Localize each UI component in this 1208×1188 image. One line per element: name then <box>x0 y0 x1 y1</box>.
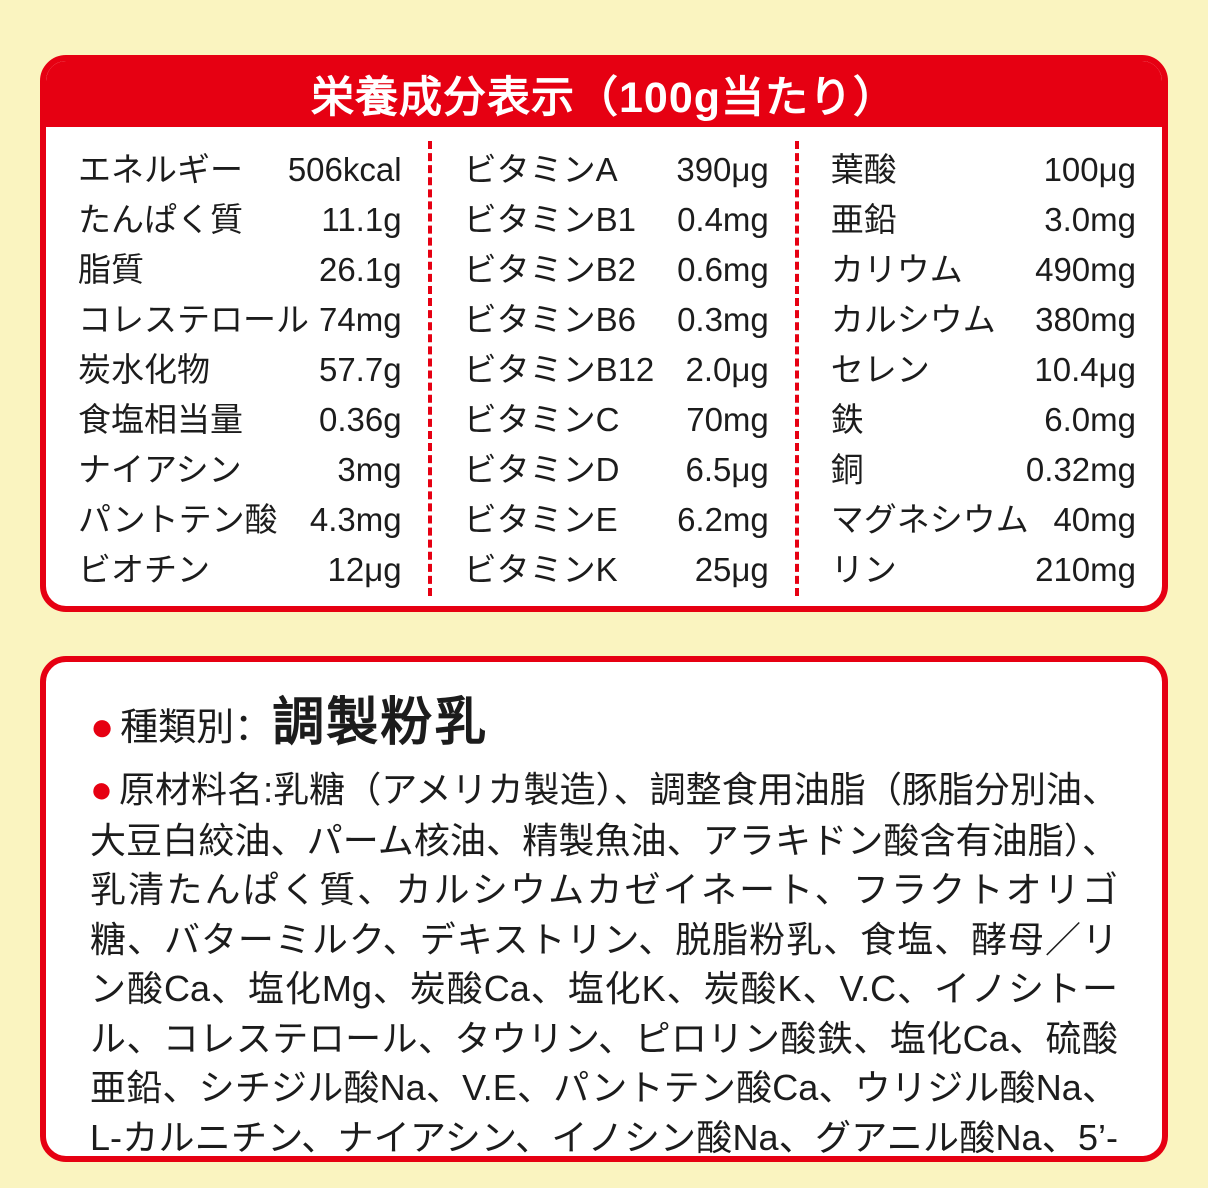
nutrient-row: 食塩相当量 0.36g <box>78 395 402 445</box>
bullet-icon: ● <box>90 705 115 749</box>
nutrient-row: 葉酸 100μg <box>831 145 1136 195</box>
nutrient-value: 0.36g <box>318 401 402 438</box>
nutrient-label: ビタミンB12 <box>463 351 655 388</box>
nutrient-label: 葉酸 <box>830 151 897 188</box>
nutrient-label: ビタミンK <box>463 551 618 588</box>
nutrient-label: ナイアシン <box>78 451 242 488</box>
nutrient-value: 0.6mg <box>677 251 769 288</box>
nutrient-value: 380mg <box>1035 301 1136 338</box>
nutrient-row: カルシウム 380mg <box>831 295 1136 345</box>
nutrient-row: 亜鉛 3.0mg <box>831 195 1136 245</box>
nutrient-label: ビタミンB6 <box>463 301 636 338</box>
nutrient-row: ビタミンE 6.2mg <box>464 495 769 545</box>
nutrient-label: 銅 <box>830 451 864 488</box>
nutrient-value: 12μg <box>327 551 402 588</box>
nutrient-row: エネルギー 506kcal <box>78 145 402 195</box>
product-type-row: ● 種類別：調製粉乳 <box>90 692 1118 759</box>
nutrient-value: 25μg <box>694 551 769 588</box>
nutrient-label: ビタミンE <box>463 501 618 538</box>
nutrient-value: 26.1g <box>318 251 402 288</box>
nutrient-row: ビオチン 12μg <box>78 545 402 595</box>
nutrient-row: 銅 0.32mg <box>831 445 1136 495</box>
nutrient-value: 390μg <box>676 151 769 188</box>
nutrient-value: 0.4mg <box>677 201 769 238</box>
nutrient-label: コレステロール <box>78 301 309 338</box>
nutrient-value: 2.0μg <box>685 351 769 388</box>
nutrient-row: 脂質 26.1g <box>78 245 402 295</box>
nutrient-label: ビタミンC <box>463 401 620 438</box>
nutrient-label: カリウム <box>830 251 963 288</box>
nutrient-value: 70mg <box>686 401 769 438</box>
nutrient-label: セレン <box>830 351 930 388</box>
nutrient-row: ビタミンC 70mg <box>464 395 769 445</box>
nutrient-label: パントテン酸 <box>78 501 278 538</box>
nutrient-row: ナイアシン 3mg <box>78 445 402 495</box>
nutrient-row: セレン 10.4μg <box>831 345 1136 395</box>
nutrient-row: ビタミンB1 0.4mg <box>464 195 769 245</box>
nutrient-value: 10.4μg <box>1034 351 1136 388</box>
nutrient-label: リン <box>830 551 897 588</box>
nutrient-value: 506kcal <box>287 151 402 188</box>
nutrient-value: 210mg <box>1035 551 1136 588</box>
nutrient-row: リン 210mg <box>831 545 1136 595</box>
nutrient-label: 食塩相当量 <box>78 401 243 438</box>
nutrition-panel: 栄養成分表示（100g当たり） エネルギー 506kcal たんぱく質 11.1g … <box>40 55 1168 612</box>
nutrient-row: ビタミンK 25μg <box>464 545 769 595</box>
nutrient-value: 11.1g <box>321 201 402 238</box>
nutrient-value: 74mg <box>319 301 402 338</box>
nutrient-label: ビタミンB1 <box>463 201 636 238</box>
nutrient-value: 0.3mg <box>677 301 769 338</box>
nutrient-label: ビオチン <box>78 551 210 588</box>
nutrient-row: カリウム 490mg <box>831 245 1136 295</box>
nutrition-column-1: エネルギー 506kcal たんぱく質 11.1g 脂質 26.1g コレステロール 7… <box>46 141 428 596</box>
nutrient-row: ビタミンB2 0.6mg <box>464 245 769 295</box>
nutrient-label: ビタミンD <box>463 451 620 488</box>
product-type-label: 種類別： <box>120 707 273 749</box>
nutrient-value: 57.7g <box>318 351 402 388</box>
nutrient-value: 6.5μg <box>685 451 769 488</box>
ingredients-text: 乳糖（アメリカ製造）、調整食用油脂（豚脂分別油、大豆白絞油、パーム核油、精製魚油… <box>90 769 1118 1158</box>
nutrition-title: 栄養成分表示（100g当たり） <box>46 61 1162 127</box>
nutrient-label: 亜鉛 <box>830 201 897 238</box>
nutrient-row: マグネシウム 40mg <box>831 495 1136 545</box>
nutrient-row: 鉄 6.0mg <box>831 395 1136 445</box>
nutrient-label: 脂質 <box>78 251 144 288</box>
nutrient-value: 100μg <box>1043 151 1136 188</box>
nutrition-column-3: 葉酸 100μg 亜鉛 3.0mg カリウム 490mg カルシウム 380mg セレン… <box>794 141 1162 596</box>
nutrient-row: ビタミンB12 2.0μg <box>464 345 769 395</box>
nutrient-row: ビタミンD 6.5μg <box>464 445 769 495</box>
nutrient-value: 490mg <box>1035 251 1136 288</box>
nutrient-label: エネルギー <box>78 151 243 188</box>
nutrient-value: 6.0mg <box>1044 401 1136 438</box>
ingredients-paragraph: ● 原材料名:乳糖（アメリカ製造）、調整食用油脂（豚脂分別油、大豆白絞油、パーム核… <box>90 765 1118 1158</box>
nutrient-value: 6.2mg <box>677 501 769 538</box>
nutrient-row: パントテン酸 4.3mg <box>78 495 402 545</box>
nutrition-table: エネルギー 506kcal たんぱく質 11.1g 脂質 26.1g コレステロール 7… <box>46 127 1162 606</box>
nutrient-row: 炭水化物 57.7g <box>78 345 402 395</box>
nutrient-label: 炭水化物 <box>78 351 210 388</box>
nutrient-value: 3.0mg <box>1044 201 1136 238</box>
nutrient-label: カルシウム <box>830 301 996 338</box>
nutrient-row: たんぱく質 11.1g <box>78 195 402 245</box>
nutrient-row: ビタミンB6 0.3mg <box>464 295 769 345</box>
nutrient-value: 4.3mg <box>309 501 402 538</box>
nutrient-label: ビタミンA <box>463 151 618 188</box>
nutrient-value: 3mg <box>337 451 402 488</box>
nutrient-value: 40mg <box>1053 501 1136 538</box>
nutrient-row: ビタミンA 390μg <box>464 145 769 195</box>
nutrient-label: マグネシウム <box>830 501 1029 538</box>
nutrient-label: ビタミンB2 <box>463 251 636 288</box>
nutrient-label: たんぱく質 <box>78 201 243 238</box>
bullet-icon: ● <box>90 769 113 811</box>
nutrient-value: 0.32mg <box>1025 451 1136 488</box>
product-info-panel: ● 種類別：調製粉乳 ● 原材料名:乳糖（アメリカ製造）、調整食用油脂（豚脂分別油、… <box>40 656 1168 1162</box>
product-type-value: 調製粉乳 <box>272 694 489 752</box>
nutrition-column-2: ビタミンA 390μg ビタミンB1 0.4mg ビタミンB2 0.6mg ビタミンB… <box>427 141 795 596</box>
ingredients-label: 原材料名: <box>118 769 274 810</box>
nutrient-label: 鉄 <box>830 401 864 438</box>
nutrient-row: コレステロール 74mg <box>78 295 402 345</box>
